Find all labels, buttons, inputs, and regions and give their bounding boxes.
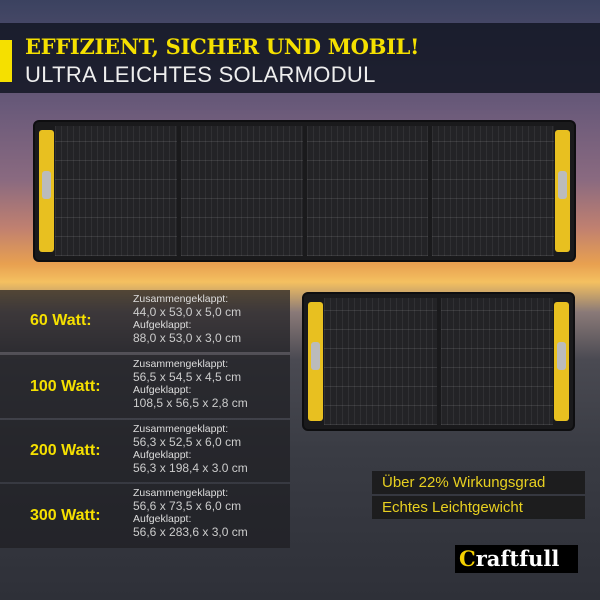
open-dims: 88,0 x 53,0 x 3,0 cm <box>133 331 242 345</box>
subheadline: ULTRA LEICHTES SOLARMODUL <box>25 62 376 87</box>
folded-label: Zusammengeklappt: <box>133 423 229 435</box>
accent-bar <box>0 40 12 82</box>
panel-segment <box>440 298 553 425</box>
panel-segment <box>432 126 554 256</box>
logo-initial: C <box>459 546 476 571</box>
open-label: Aufgeklappt: <box>133 449 192 461</box>
panel-segment <box>55 126 177 256</box>
watt-label: 300 Watt: <box>30 507 101 524</box>
spec-row-60w: 60 Watt: Zusammengeklappt: 44,0 x 53,0 x … <box>0 290 290 352</box>
panel-segment <box>180 126 303 256</box>
spec-row-100w: 100 Watt: Zusammengeklappt: 56,5 x 54,5 x… <box>0 355 290 418</box>
feature-efficiency: Über 22% Wirkungsgrad <box>372 471 585 494</box>
spec-row-200w: 200 Watt: Zusammengeklappt: 56,3 x 52,5 x… <box>0 420 290 482</box>
panel-handle-right <box>555 130 570 252</box>
open-label: Aufgeklappt: <box>133 384 192 396</box>
open-dims: 56,3 x 198,4 x 3.0 cm <box>133 461 248 475</box>
folded-dims: 56,5 x 54,5 x 4,5 cm <box>133 370 242 384</box>
watt-label: 200 Watt: <box>30 442 101 459</box>
folded-dims: 56,3 x 52,5 x 6,0 cm <box>133 435 242 449</box>
open-dims: 108,5 x 56,5 x 2,8 cm <box>133 396 248 410</box>
solar-panel-small <box>302 292 575 431</box>
open-dims: 56,6 x 283,6 x 3,0 cm <box>133 525 248 539</box>
panel-segment <box>306 126 429 256</box>
panel-segment <box>324 298 437 425</box>
folded-dims: 44,0 x 53,0 x 5,0 cm <box>133 305 242 319</box>
panel-handle-left <box>39 130 54 252</box>
folded-label: Zusammengeklappt: <box>133 358 229 370</box>
spec-row-300w: 300 Watt: Zusammengeklappt: 56,6 x 73,5 x… <box>0 484 290 548</box>
header-banner: EFFIZIENT, SICHER UND MOBIL! ULTRA LEICH… <box>0 23 600 93</box>
panel-handle-left <box>308 302 323 421</box>
feature-lightweight: Echtes Leichtgewicht <box>372 496 585 519</box>
solar-panel-large <box>33 120 576 262</box>
headline: EFFIZIENT, SICHER UND MOBIL! <box>25 34 419 59</box>
panel-handle-right <box>554 302 569 421</box>
folded-label: Zusammengeklappt: <box>133 487 229 499</box>
folded-label: Zusammengeklappt: <box>133 293 229 305</box>
watt-label: 100 Watt: <box>30 377 101 395</box>
open-label: Aufgeklappt: <box>133 513 192 525</box>
logo-text: raftfull <box>475 546 560 571</box>
craftfull-logo: Craftfull <box>455 545 578 573</box>
watt-label: 60 Watt: <box>30 312 92 329</box>
open-label: Aufgeklappt: <box>133 319 192 331</box>
folded-dims: 56,6 x 73,5 x 6,0 cm <box>133 499 242 513</box>
